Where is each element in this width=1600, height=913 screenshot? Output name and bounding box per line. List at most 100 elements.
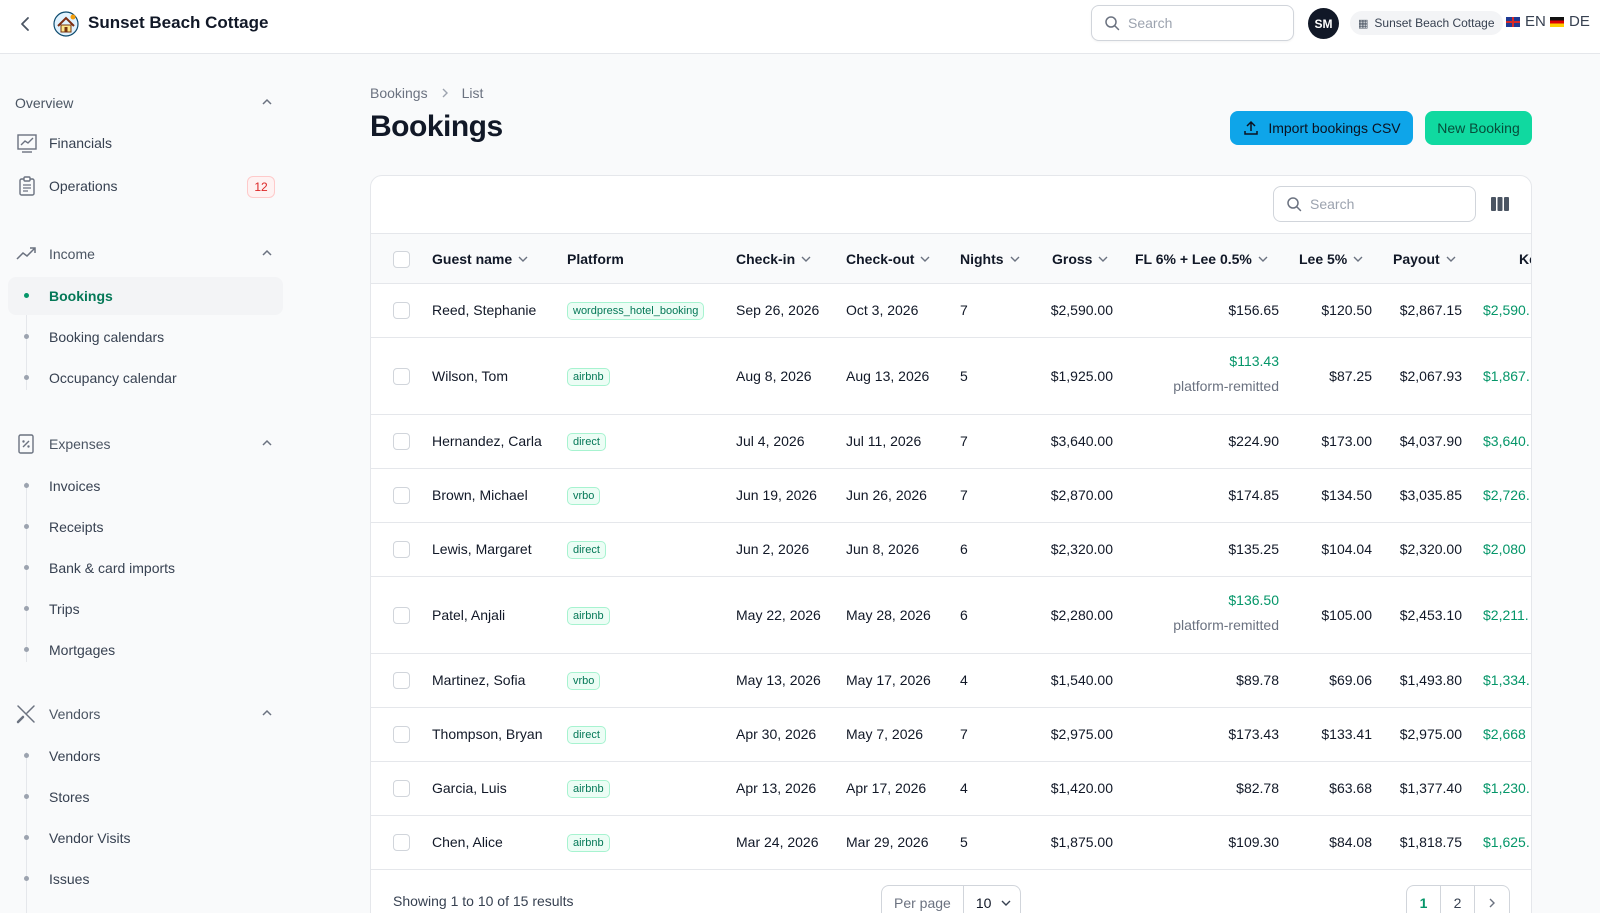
table-row[interactable]: Reed, Stephanie wordpress_hotel_booking Se…	[371, 284, 1531, 338]
guest-name-cell: Thompson, Bryan	[432, 726, 543, 742]
row-checkbox[interactable]	[393, 302, 410, 319]
platform-remitted-note: platform-remitted	[1173, 378, 1279, 394]
sidebar-item-bank-card-imports[interactable]: Bank & card imports	[8, 549, 283, 587]
column-label: Lee 5%	[1299, 251, 1348, 267]
chevron-down-icon	[1353, 256, 1363, 262]
payout-cell: $2,067.93	[1399, 368, 1462, 384]
next-page-button[interactable]	[1475, 886, 1509, 913]
sidebar-group-overview[interactable]: Overview	[15, 91, 273, 115]
sidebar-item-operations[interactable]: Operations 12	[8, 167, 283, 205]
sidebar-item-trips[interactable]: Trips	[8, 590, 283, 628]
import-bookings-csv-button[interactable]: Import bookings CSV	[1230, 111, 1413, 145]
tenant-switcher[interactable]: ▦ Sunset Beach Cottage	[1350, 11, 1503, 35]
page-2-button[interactable]: 2	[1441, 886, 1475, 913]
sidebar-item-receipts[interactable]: Receipts	[8, 508, 283, 546]
back-arrow-icon[interactable]	[14, 12, 38, 36]
table-row[interactable]: Martinez, Sofia vrbo May 13, 2026 May 17, 2…	[371, 654, 1531, 708]
language-en[interactable]: EN	[1506, 13, 1546, 30]
table-search[interactable]	[1273, 186, 1476, 222]
gross-cell: $1,925.00	[1050, 368, 1113, 384]
table-row[interactable]: Thompson, Bryan direct Apr 30, 2026 May 7, …	[371, 708, 1531, 762]
user-avatar[interactable]: SM	[1308, 8, 1339, 39]
per-page-value[interactable]: 10	[964, 895, 1012, 911]
payout-cell: $2,453.10	[1399, 607, 1462, 623]
sidebar-item-mortgages[interactable]: Mortgages	[8, 631, 283, 669]
column-fl-lee-tax[interactable]: FL 6% + Lee 0.5%	[1135, 251, 1268, 267]
select-all-checkbox[interactable]	[393, 251, 410, 268]
per-page-select[interactable]: Per page 10	[881, 885, 1021, 913]
sidebar-item-label: Booking calendars	[49, 329, 165, 345]
check-in-cell: Mar 24, 2026	[736, 834, 819, 850]
sidebar-item-label: Receipts	[49, 519, 104, 535]
sidebar-item-label: Invoices	[49, 478, 101, 494]
row-checkbox[interactable]	[393, 834, 410, 851]
sidebar-item-financials[interactable]: Financials	[8, 124, 283, 162]
sidebar-item-issues[interactable]: Issues	[8, 860, 283, 898]
chevron-down-icon	[1001, 900, 1011, 906]
table-row[interactable]: Patel, Anjali airbnb May 22, 2026 May 28, 2…	[371, 577, 1531, 654]
breadcrumb: Bookings List	[370, 85, 483, 101]
gross-cell: $1,420.00	[1050, 780, 1113, 796]
sidebar-item-occupancy-calendar[interactable]: Occupancy calendar	[8, 359, 283, 397]
app-title: Sunset Beach Cottage	[88, 13, 269, 32]
check-out-cell: Jun 26, 2026	[846, 487, 927, 503]
column-label: Check-out	[846, 251, 915, 267]
table-row[interactable]: Wilson, Tom airbnb Aug 8, 2026 Aug 13, 2026…	[371, 338, 1531, 415]
column-gross[interactable]: Gross	[1052, 251, 1108, 267]
global-search-input[interactable]	[1128, 15, 1278, 31]
page-1-button[interactable]: 1	[1407, 886, 1441, 913]
column-label: Platform	[567, 251, 624, 267]
row-checkbox[interactable]	[393, 433, 410, 450]
row-checkbox[interactable]	[393, 487, 410, 504]
column-check-out[interactable]: Check-out	[846, 251, 930, 267]
column-nights[interactable]: Nights	[960, 251, 1020, 267]
guest-name-cell: Brown, Michael	[432, 487, 528, 503]
upload-icon	[1244, 120, 1259, 135]
column-lee-tax[interactable]: Lee 5%	[1299, 251, 1363, 267]
row-checkbox[interactable]	[393, 726, 410, 743]
column-guest-name[interactable]: Guest name	[432, 251, 528, 267]
kept-cell: $3,640.	[1483, 433, 1530, 449]
lee-tax-cell: $87.25	[1329, 368, 1372, 384]
row-checkbox[interactable]	[393, 672, 410, 689]
row-checkbox[interactable]	[393, 780, 410, 797]
table-row[interactable]: Brown, Michael vrbo Jun 19, 2026 Jun 26, 20…	[371, 469, 1531, 523]
sidebar-group-income[interactable]: Income	[15, 242, 273, 266]
column-check-in[interactable]: Check-in	[736, 251, 811, 267]
sidebar-item-stores[interactable]: Stores	[8, 778, 283, 816]
sidebar-group-expenses[interactable]: Expenses	[15, 432, 273, 456]
platform-badge: airbnb	[567, 780, 610, 798]
table-search-input[interactable]	[1310, 196, 1460, 212]
fl-lee-tax-cell: $174.85	[1228, 487, 1279, 503]
columns-toggle-icon[interactable]	[1489, 194, 1511, 214]
sidebar-item-vendor-visits[interactable]: Vendor Visits	[8, 819, 283, 857]
fl-lee-tax-cell: $224.90	[1228, 433, 1279, 449]
global-search[interactable]	[1091, 5, 1294, 41]
chevron-down-icon	[920, 256, 930, 262]
sidebar-item-vendors[interactable]: Vendors	[8, 737, 283, 775]
column-payout[interactable]: Payout	[1393, 251, 1456, 267]
sidebar-item-invoices[interactable]: Invoices	[8, 467, 283, 505]
sidebar-group-vendors[interactable]: Vendors	[15, 702, 273, 726]
table-row[interactable]: Lewis, Margaret direct Jun 2, 2026 Jun 8, 2…	[371, 523, 1531, 577]
payout-cell: $1,818.75	[1399, 834, 1462, 850]
nights-cell: 7	[960, 487, 968, 503]
sidebar-item-label: Occupancy calendar	[49, 370, 177, 386]
table-row[interactable]: Hernandez, Carla direct Jul 4, 2026 Jul 11,…	[371, 415, 1531, 469]
guest-name-cell: Patel, Anjali	[432, 607, 506, 623]
sidebar-item-booking-calendars[interactable]: Booking calendars	[8, 318, 283, 356]
table-row[interactable]: Chen, Alice airbnb Mar 24, 2026 Mar 29, 202…	[371, 816, 1531, 870]
breadcrumb-bookings[interactable]: Bookings	[370, 85, 428, 101]
platform-badge: direct	[567, 726, 606, 744]
table-row[interactable]: Garcia, Luis airbnb Apr 13, 2026 Apr 17, 20…	[371, 762, 1531, 816]
row-checkbox[interactable]	[393, 541, 410, 558]
row-checkbox[interactable]	[393, 607, 410, 624]
nights-cell: 5	[960, 368, 968, 384]
language-de-label: DE	[1569, 13, 1590, 30]
new-booking-button[interactable]: New Booking	[1425, 111, 1532, 145]
sidebar-item-bookings[interactable]: Bookings	[8, 277, 283, 315]
language-de[interactable]: DE	[1550, 13, 1590, 30]
column-kept[interactable]: Ke	[1519, 251, 1531, 267]
check-in-cell: Jun 19, 2026	[736, 487, 817, 503]
row-checkbox[interactable]	[393, 368, 410, 385]
